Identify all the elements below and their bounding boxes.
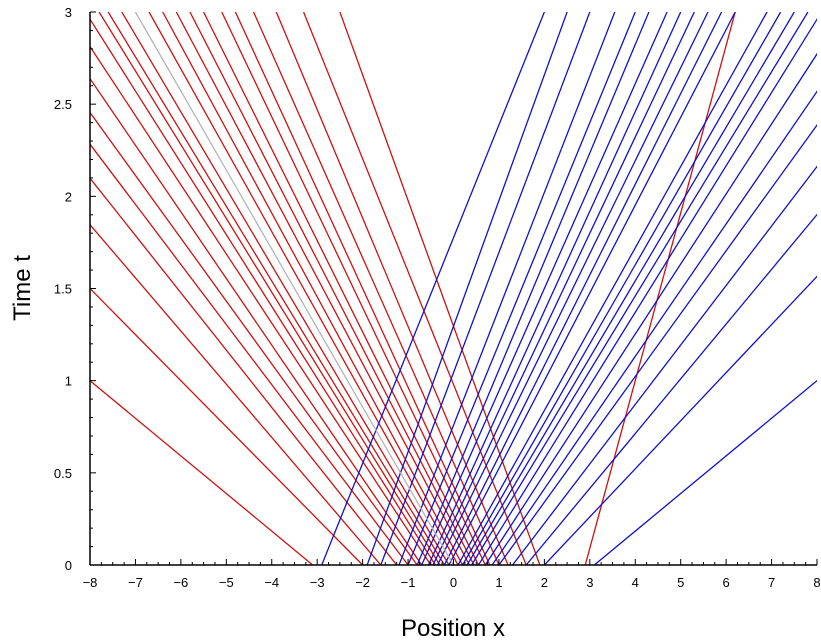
characteristic-line-1-1 <box>366 12 568 565</box>
characteristic-line-1-19 <box>498 124 817 565</box>
x-tick-label: 1 <box>495 575 502 590</box>
characteristic-line-1-15 <box>471 12 809 565</box>
x-tick-label: −1 <box>401 575 416 590</box>
characteristic-line-0-6 <box>221 12 486 565</box>
characteristic-line-0-14 <box>98 12 441 565</box>
characteristic-line-1-4 <box>407 12 636 565</box>
characteristic-line-1-17 <box>484 52 817 565</box>
characteristic-line-1-2 <box>380 12 591 565</box>
x-tick-label: −4 <box>264 575 279 590</box>
x-tick-label: 0 <box>450 575 457 590</box>
characteristic-line-0-22 <box>90 287 364 565</box>
x-tick-label: 3 <box>586 575 593 590</box>
characteristic-line-0-7 <box>203 12 480 565</box>
characteristic-line-1-9 <box>437 12 709 565</box>
characteristic-line-1-21 <box>525 213 817 565</box>
x-tick-label: −6 <box>173 575 188 590</box>
x-tick-label: −2 <box>355 575 370 590</box>
y-axis-title: Time t <box>9 255 36 321</box>
characteristic-line-1-12 <box>457 12 768 565</box>
x-tick-label: 7 <box>768 575 775 590</box>
characteristic-lines <box>90 12 817 565</box>
characteristic-line-0-2 <box>302 12 527 565</box>
characteristic-line-1-8 <box>432 12 695 565</box>
x-tick-label: −7 <box>128 575 143 590</box>
characteristic-line-0-5 <box>234 12 491 565</box>
characteristic-line-0-4 <box>252 12 500 565</box>
characteristic-line-1-0 <box>321 12 545 565</box>
characteristic-line-1-10 <box>443 12 723 565</box>
characteristic-line-0-19 <box>90 143 409 565</box>
characteristic-line-0-9 <box>175 12 470 565</box>
characteristic-line-0-15 <box>90 17 436 565</box>
x-tick-label: 8 <box>813 575 820 590</box>
characteristic-line-1-20 <box>512 165 817 565</box>
x-axis-title: Position x <box>401 615 505 642</box>
y-tick-label: 2 <box>65 189 72 204</box>
axes: −8 −7 −6 −5 −4 −3 −2 −1 0 1 2 3 4 5 6 7 8 0 0.5 1 1.5 2 2.5 3 <box>54 5 821 590</box>
characteristic-line-1-5 <box>416 12 650 565</box>
y-tick-label: 0 <box>65 558 72 573</box>
characteristic-line-0-12 <box>121 12 450 565</box>
characteristic-line-1-18 <box>491 90 817 565</box>
characteristic-line-1-7 <box>427 12 682 565</box>
y-tick-label: 0.5 <box>54 466 72 481</box>
x-tick-label: −3 <box>310 575 325 590</box>
y-tick-label: 3 <box>65 5 72 20</box>
characteristic-line-0-23 <box>90 379 314 565</box>
characteristic-line-1-13 <box>462 12 782 565</box>
x-tick-label: 6 <box>723 575 730 590</box>
characteristic-line-1-22 <box>543 275 817 565</box>
characteristic-line-1-23 <box>593 379 817 565</box>
characteristic-line-1-3 <box>398 12 616 565</box>
characteristic-line-0-16 <box>90 45 432 565</box>
characteristic-line-0-20 <box>90 177 398 565</box>
characteristic-line-0-1 <box>339 12 541 565</box>
y-tick-label: 1.5 <box>54 282 72 297</box>
characteristic-line-0-10 <box>162 12 464 565</box>
characteristic-line-1-11 <box>448 12 736 565</box>
characteristic-line-0-13 <box>107 12 445 565</box>
characteristic-line-2-0 <box>134 12 455 565</box>
characteristic-line-0-8 <box>189 12 475 565</box>
characteristic-line-0-0 <box>584 12 736 565</box>
x-tick-label: −5 <box>219 575 234 590</box>
x-tick-label: −8 <box>83 575 98 590</box>
y-tick-label: 1 <box>65 374 72 389</box>
characteristic-line-0-3 <box>275 12 509 565</box>
x-tick-label: 2 <box>541 575 548 590</box>
x-tick-label: 4 <box>632 575 639 590</box>
y-tick-label: 2.5 <box>54 97 72 112</box>
characteristic-line-0-11 <box>148 12 459 565</box>
characteristic-line-0-21 <box>90 223 382 565</box>
characteristic-line-1-6 <box>421 12 668 565</box>
characteristic-line-0-18 <box>90 111 418 565</box>
characteristic-line-1-16 <box>477 18 817 565</box>
characteristic-line-1-14 <box>466 12 795 565</box>
x-tick-label: 5 <box>677 575 684 590</box>
